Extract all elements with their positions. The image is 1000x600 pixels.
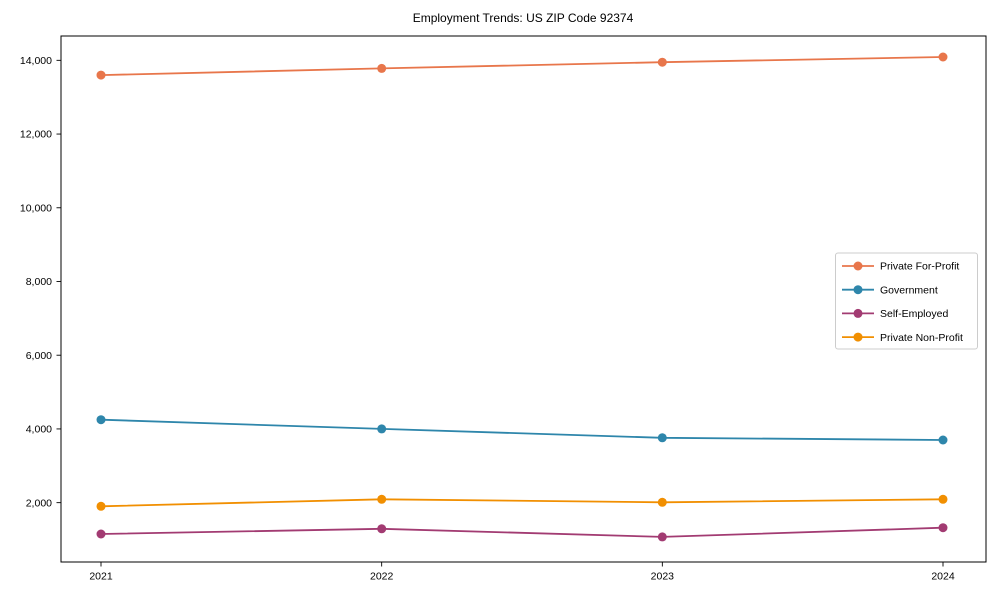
series-line-self-employed — [100, 526, 944, 538]
y-axis-tick-label: 4,000 — [26, 424, 52, 436]
data-point-private-for-profit-2022 — [377, 63, 387, 73]
y-axis-tick-label: 12,000 — [20, 129, 52, 141]
data-point-government-2021 — [96, 415, 106, 425]
axes: 2,000 4,000 6,000 8,000 10,000 12,000 14,000 20… — [20, 55, 955, 582]
plot-border — [60, 35, 987, 563]
legend-item-self-employed: Self-Employed — [842, 308, 948, 320]
x-axis-tick-label: 2024 — [931, 571, 955, 583]
data-point-private-for-profit-2024 — [938, 52, 948, 62]
data-point-self-employed-2024 — [938, 523, 948, 533]
legend-box — [835, 252, 978, 350]
data-point-private-non-profit-2024 — [938, 494, 948, 504]
series-layer — [96, 52, 948, 542]
legend-marker-icon — [853, 308, 863, 318]
y-axis-tick-label: 10,000 — [20, 202, 52, 214]
data-point-self-employed-2021 — [96, 529, 106, 539]
data-point-government-2024 — [938, 435, 948, 445]
legend: Private For-Profit Government Self-Employe… — [835, 252, 978, 350]
y-axis-tick-label: 6,000 — [26, 350, 52, 362]
data-point-private-non-profit-2023 — [657, 497, 667, 507]
x-axis-tick-label: 2021 — [89, 571, 113, 583]
legend-item-government: Government — [842, 284, 938, 296]
legend-item-label: Government — [880, 284, 938, 296]
series-line-government — [100, 418, 944, 441]
legend-item-private-for-profit: Private For-Profit — [842, 261, 959, 273]
chart-title: Employment Trends: US ZIP Code 92374 — [413, 11, 634, 25]
legend-marker-icon — [853, 332, 863, 342]
data-point-private-for-profit-2021 — [96, 70, 106, 80]
legend-item-label: Self-Employed — [880, 308, 948, 320]
data-point-self-employed-2023 — [657, 532, 667, 542]
legend-item-private-non-profit: Private Non-Profit — [842, 332, 963, 344]
x-axis-tick-label: 2023 — [651, 571, 675, 583]
data-point-self-employed-2022 — [377, 524, 387, 534]
x-axis-tick-label: 2022 — [370, 571, 394, 583]
data-point-private-for-profit-2023 — [657, 57, 667, 67]
legend-marker-icon — [853, 285, 863, 295]
y-axis-tick-label: 8,000 — [26, 276, 52, 288]
data-point-private-non-profit-2022 — [377, 494, 387, 504]
plot-area — [60, 35, 987, 563]
data-point-government-2023 — [657, 433, 667, 443]
data-point-government-2022 — [377, 424, 387, 434]
series-line-private-non-profit — [100, 498, 944, 508]
legend-item-label: Private Non-Profit — [880, 332, 963, 344]
data-point-private-non-profit-2021 — [96, 501, 106, 511]
legend-item-label: Private For-Profit — [880, 261, 959, 273]
legend-marker-icon — [853, 261, 863, 271]
series-line-private-for-profit — [100, 56, 944, 76]
y-axis-tick-label: 14,000 — [20, 55, 52, 67]
y-axis-tick-label: 2,000 — [26, 497, 52, 509]
